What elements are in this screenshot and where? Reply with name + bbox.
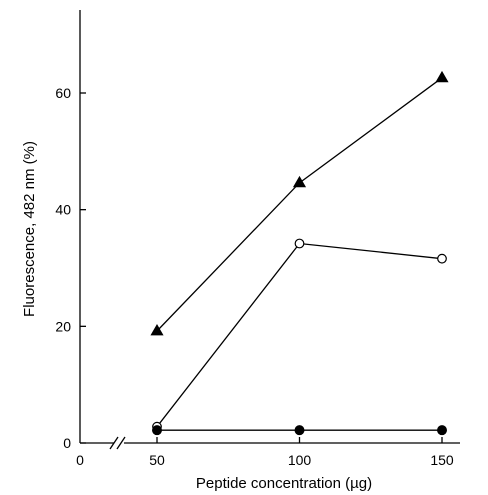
- data-point-open-circle: [437, 253, 447, 264]
- data-point-triangle: [435, 70, 449, 83]
- data-point-open-circle: [294, 238, 305, 249]
- y-tick-label: 0: [63, 435, 71, 451]
- data-point-triangle: [150, 323, 164, 336]
- series-filled-triangle: [150, 70, 449, 336]
- data-point-filled-circle: [152, 425, 162, 436]
- y-tick-label: 20: [55, 318, 71, 334]
- x-tick-label: 150: [430, 452, 454, 468]
- series-line: [156, 242, 443, 428]
- x-axis-title: Peptide concentration (µg): [196, 475, 372, 492]
- data-point-filled-circle: [294, 425, 305, 436]
- x-tick-label: 100: [288, 452, 312, 468]
- series-open-circle: [152, 238, 447, 432]
- series-filled-circle: [152, 425, 447, 436]
- data-point-filled-circle: [437, 425, 447, 436]
- y-axis-title: Fluorescence, 482 nm (%): [21, 141, 38, 317]
- series-line: [156, 77, 443, 332]
- y-tick-label: 60: [55, 85, 71, 101]
- x-axis-break-mark: [116, 436, 126, 450]
- x-axis-break-mark: [109, 436, 119, 450]
- x-tick-label: 0: [76, 452, 84, 468]
- axes: 0 20 40 60 0 50 100 150: [55, 10, 460, 468]
- data-point-triangle: [292, 175, 307, 188]
- y-tick-label: 40: [55, 202, 71, 218]
- x-tick-label: 50: [149, 452, 165, 468]
- series-group: [150, 70, 449, 436]
